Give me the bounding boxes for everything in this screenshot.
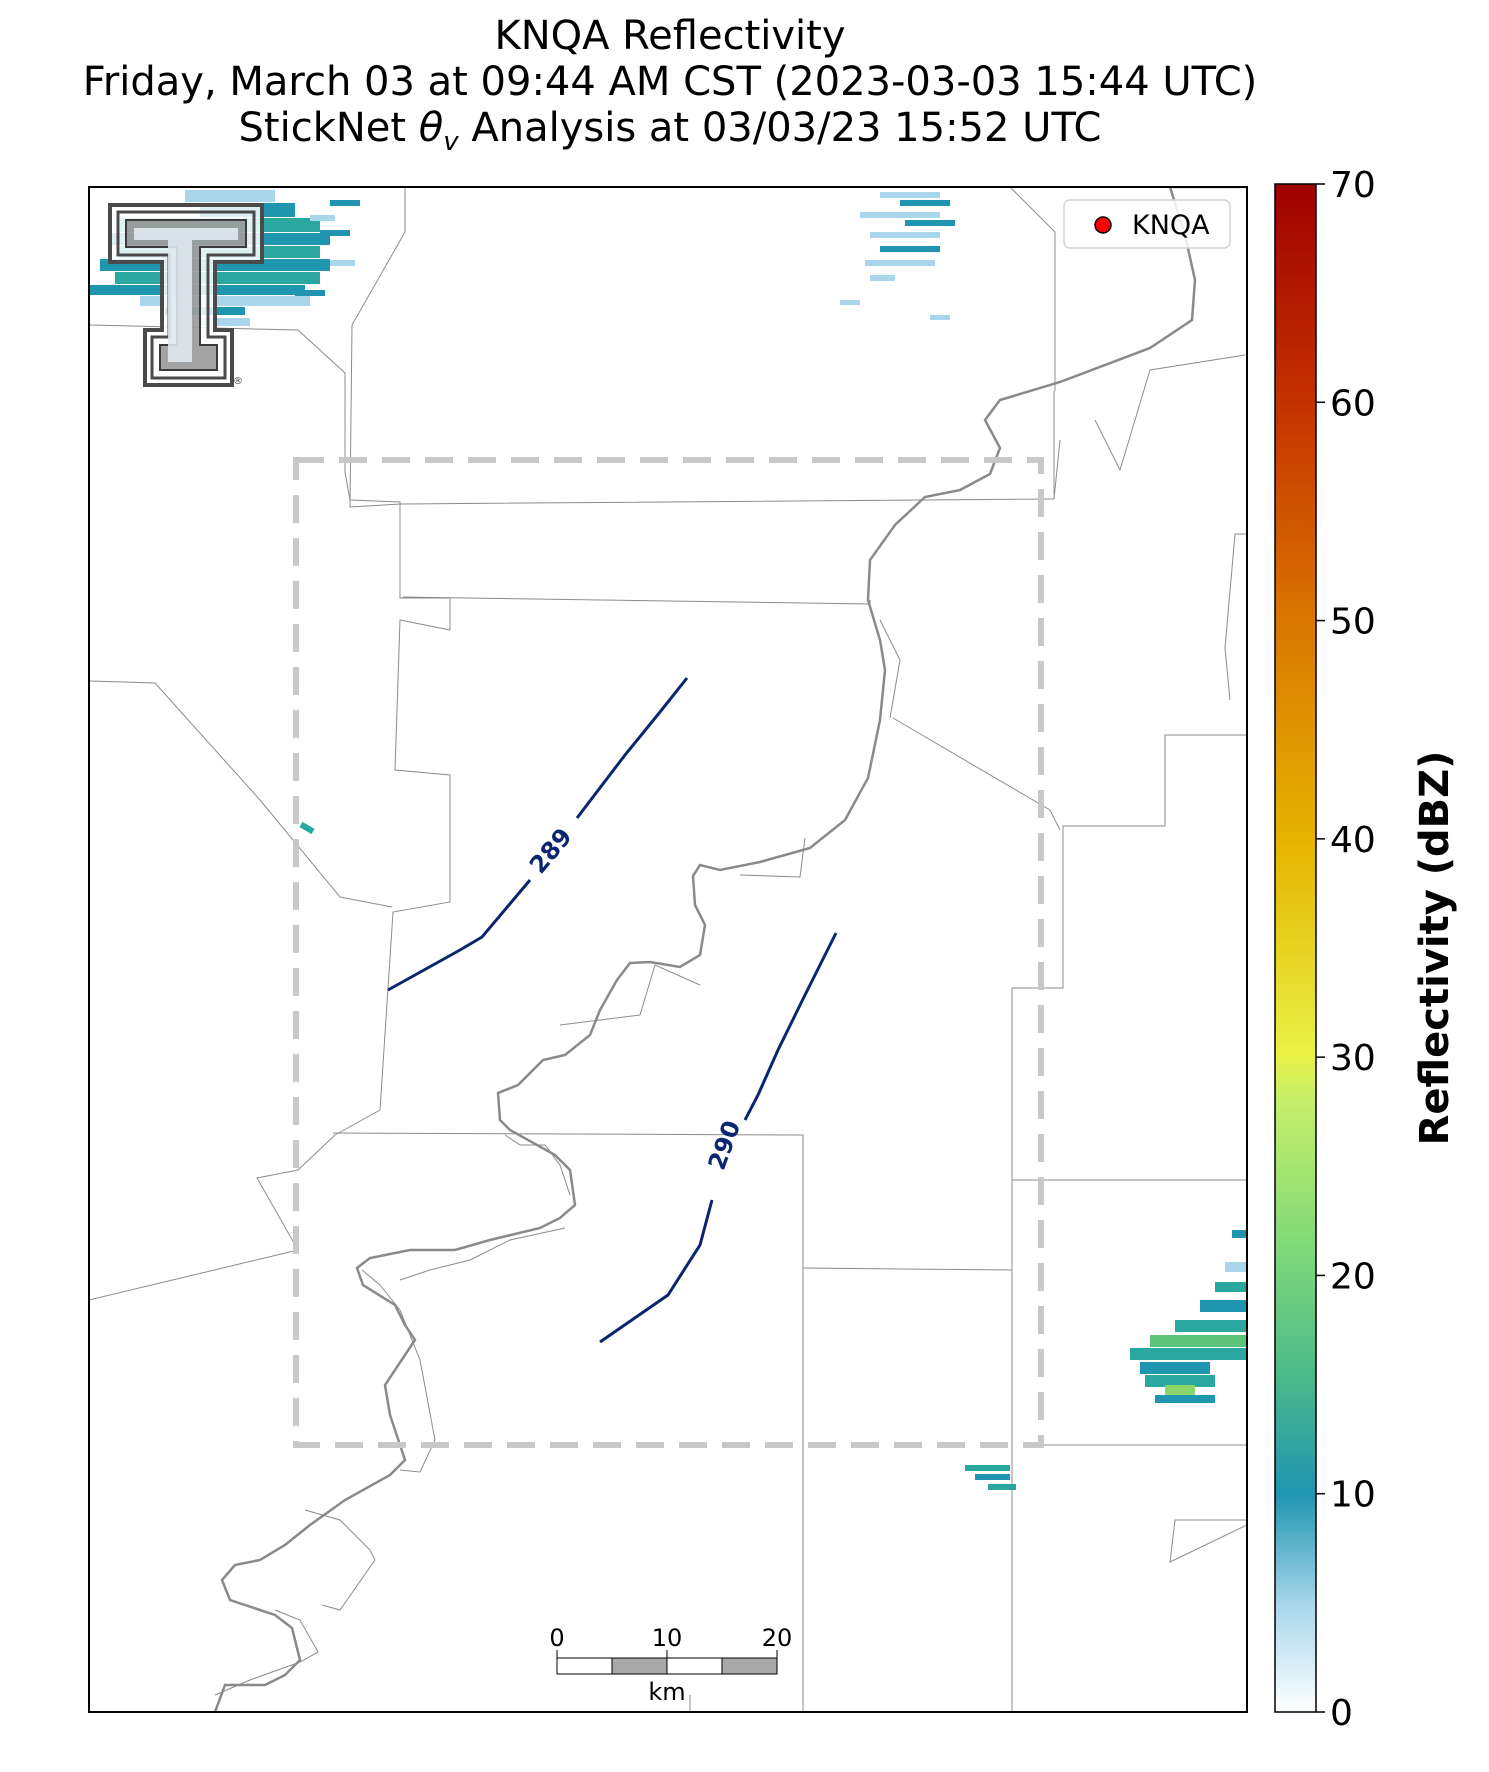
title-line-2: Friday, March 03 at 09:44 AM CST (2023-0… [82, 59, 1258, 105]
colorbar-tick-label-0: 0 [1330, 1693, 1353, 1734]
scale-bar: 0 10 20 km [549, 1624, 792, 1706]
legend-label: KNQA [1132, 210, 1210, 241]
colorbar-tick-label-40: 40 [1330, 820, 1376, 861]
colorbar-label: Reflectivity (dBZ) [1412, 751, 1458, 1146]
colorbar-ticks: 0 10 20 30 40 50 60 70 [1316, 165, 1376, 1734]
contour-289-line-upper [575, 677, 689, 819]
colorbar-tick-label-20: 20 [1330, 1256, 1376, 1297]
texas-tech-logo: ® [108, 203, 264, 387]
title-line-1: KNQA Reflectivity [494, 13, 846, 59]
echo-small-west [299, 821, 315, 835]
echo-cluster-northeast [840, 192, 955, 320]
contour-289-line [387, 879, 532, 992]
scale-tick-10: 10 [652, 1624, 683, 1652]
colorbar-tick-label-10: 10 [1330, 1475, 1376, 1516]
scale-tick-0: 0 [549, 1624, 564, 1652]
contour-290-line-upper [743, 932, 838, 1121]
logo-registered-mark: ® [233, 376, 243, 387]
analysis-domain-box [293, 457, 1044, 1448]
contour-290-line [599, 1199, 714, 1344]
echo-cluster-southeast [1130, 1230, 1247, 1403]
colorbar [1274, 183, 1317, 1713]
map-legend: KNQA [1063, 199, 1231, 249]
colorbar-tick-label-70: 70 [1330, 165, 1376, 206]
map-frame [88, 186, 1248, 1713]
title-line-3-suffix: Analysis at 03/03/23 15:52 UTC [458, 105, 1102, 151]
echo-cluster-south [965, 1465, 1016, 1490]
colorbar-tick-label-50: 50 [1330, 602, 1376, 643]
scale-tick-20: 20 [762, 1624, 793, 1652]
knqa-marker-icon [1094, 216, 1112, 234]
title-theta-subscript: v [443, 127, 459, 157]
colorbar-tick-label-60: 60 [1330, 383, 1376, 424]
county-borders [89, 187, 1247, 1712]
title-theta: θ [418, 105, 444, 151]
title-line-3-prefix: StickNet [238, 105, 419, 151]
scale-unit: km [648, 1678, 685, 1706]
state-boundary-river [213, 187, 1247, 1712]
title-line-3: StickNet θv Analysis at 03/03/23 15:52 U… [0, 106, 1340, 164]
map-area [89, 187, 1247, 1712]
colorbar-tick-label-30: 30 [1330, 1038, 1376, 1079]
